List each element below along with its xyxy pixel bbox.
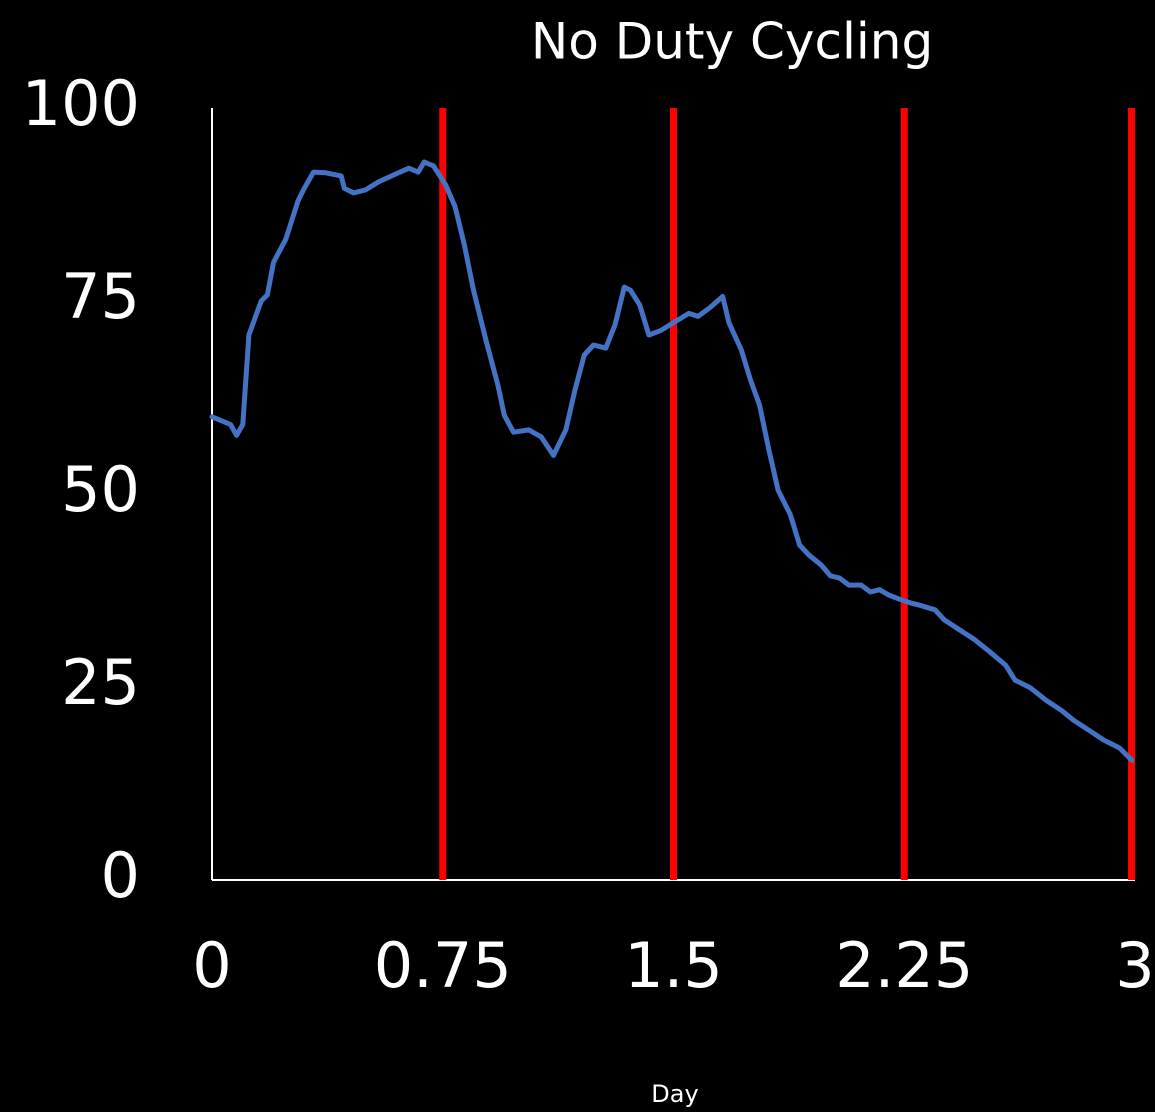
y-tick-label: 0 [101,839,140,912]
chart-title: No Duty Cycling [531,13,933,71]
y-tick-label: 100 [22,67,140,140]
x-axis-label: Day [651,1080,698,1108]
x-tick-label: 0.75 [374,929,512,1002]
y-tick-label: 75 [61,260,140,333]
x-tick-label: 1.5 [624,929,723,1002]
y-tick-label: 50 [61,453,140,526]
data-line [209,159,1135,763]
x-tick-label: 2.25 [835,929,973,1002]
y-tick-label: 25 [61,646,140,719]
x-tick-label: 0 [192,929,231,1002]
x-tick-label: 3 [1115,929,1154,1002]
